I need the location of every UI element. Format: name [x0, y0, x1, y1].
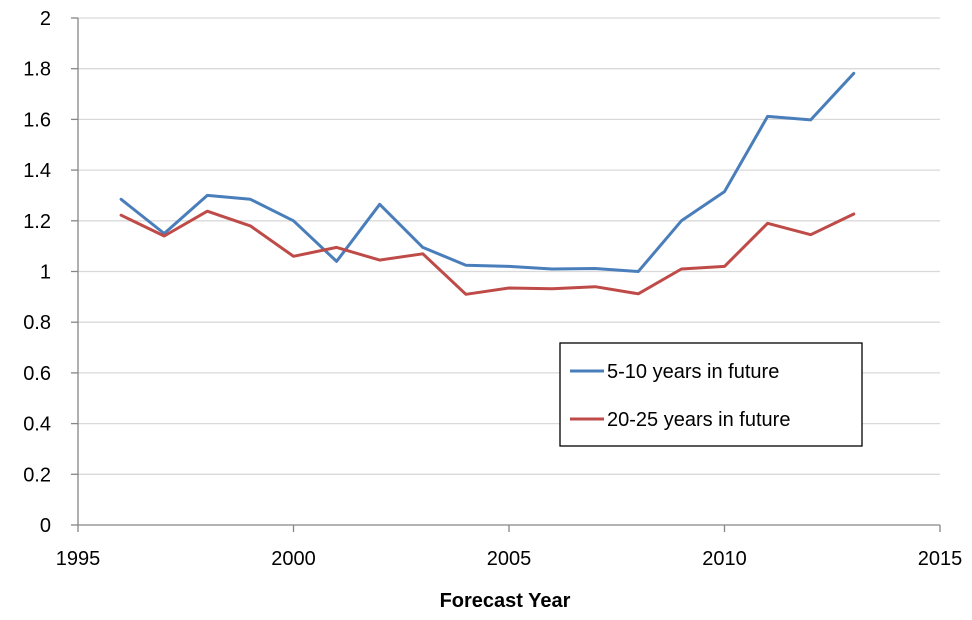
legend-label-1: 5-10 years in future — [607, 361, 779, 383]
series-line-1 — [121, 73, 854, 271]
y-tick-label: 0.4 — [23, 414, 51, 436]
y-tick-label: 0 — [40, 515, 51, 537]
y-tick-label: 0.2 — [23, 464, 51, 486]
y-tick-label: 1.8 — [23, 59, 51, 81]
x-tick-label: 2000 — [271, 548, 316, 570]
axes — [71, 18, 940, 532]
y-tick-label: 0.6 — [23, 363, 51, 385]
x-tick-label: 2005 — [487, 548, 532, 570]
y-tick-label: 1.4 — [23, 160, 51, 182]
x-tick-label: 2010 — [702, 548, 747, 570]
y-tick-label: 1.6 — [23, 109, 51, 131]
legend: 5-10 years in future 20-25 years in futur… — [560, 343, 862, 446]
y-tick-label: 1 — [40, 262, 51, 284]
x-tick-label: 1995 — [56, 548, 101, 570]
y-tick-label: 1.2 — [23, 211, 51, 233]
x-tick-label: 2015 — [918, 548, 963, 570]
legend-label-2: 20-25 years in future — [607, 409, 790, 431]
y-tick-label: 2 — [40, 8, 51, 30]
data-series — [121, 73, 854, 294]
y-tick-label: 0.8 — [23, 312, 51, 334]
series-line-2 — [121, 211, 854, 294]
x-axis-title: Forecast Year — [440, 590, 571, 612]
